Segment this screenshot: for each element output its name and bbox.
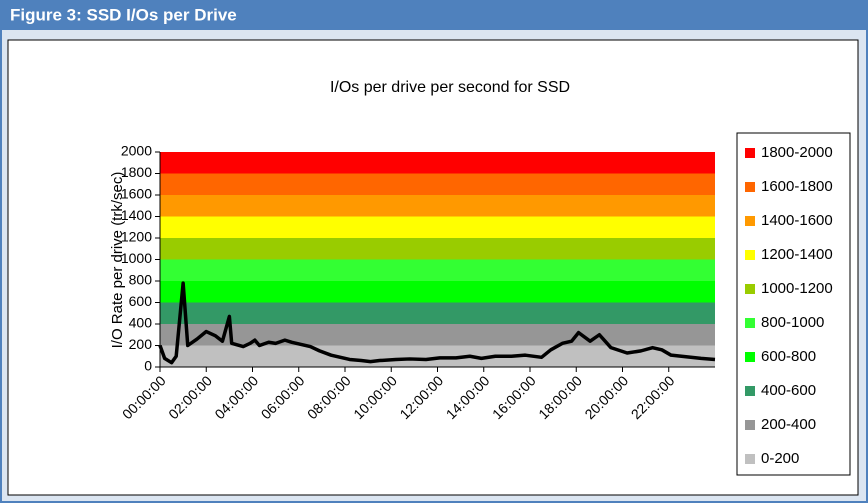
y-tick-label: 1800 — [121, 164, 152, 180]
legend-swatch — [745, 182, 755, 192]
y-tick-label: 600 — [129, 293, 153, 309]
y-tick-label: 800 — [129, 272, 153, 288]
band — [160, 259, 715, 281]
y-tick-label: 400 — [129, 315, 153, 331]
band — [160, 345, 715, 367]
y-tick-label: 0 — [144, 358, 152, 374]
legend-swatch — [745, 420, 755, 430]
legend-label: 600-800 — [761, 348, 816, 365]
legend-label: 1000-1200 — [761, 280, 833, 297]
legend-label: 1800-2000 — [761, 144, 833, 161]
legend-swatch — [745, 148, 755, 158]
band — [160, 281, 715, 303]
y-tick-label: 1200 — [121, 229, 152, 245]
y-tick-label: 200 — [129, 336, 153, 352]
legend-label: 1400-1600 — [761, 212, 833, 229]
band — [160, 302, 715, 324]
legend-swatch — [745, 318, 755, 328]
legend-swatch — [745, 250, 755, 260]
legend-label: 1200-1400 — [761, 246, 833, 263]
legend-swatch — [745, 216, 755, 226]
legend-label: 1600-1800 — [761, 178, 833, 195]
legend-label: 0-200 — [761, 450, 799, 467]
data-line — [158, 281, 716, 365]
band — [160, 195, 715, 217]
header-bar — [0, 0, 868, 30]
legend-swatch — [745, 386, 755, 396]
chart-title: I/Os per drive per second for SSD — [330, 79, 570, 96]
header-title: Figure 3: SSD I/Os per Drive — [10, 5, 237, 24]
legend-label: 200-400 — [761, 416, 816, 433]
y-tick-label: 1400 — [121, 207, 152, 223]
band — [160, 238, 715, 260]
legend-label: 400-600 — [761, 382, 816, 399]
y-tick-label: 2000 — [121, 143, 152, 159]
band — [160, 173, 715, 195]
y-axis-label: I/O Rate per drive (trk/sec) — [109, 172, 126, 349]
legend-swatch — [745, 352, 755, 362]
legend-label: 800-1000 — [761, 314, 824, 331]
band — [160, 152, 715, 174]
legend-box — [736, 132, 851, 476]
legend-swatch — [745, 284, 755, 294]
band — [160, 216, 715, 238]
y-tick-label: 1000 — [121, 250, 152, 266]
y-tick-label: 1600 — [121, 186, 152, 202]
band — [160, 324, 715, 346]
legend-swatch — [745, 454, 755, 464]
